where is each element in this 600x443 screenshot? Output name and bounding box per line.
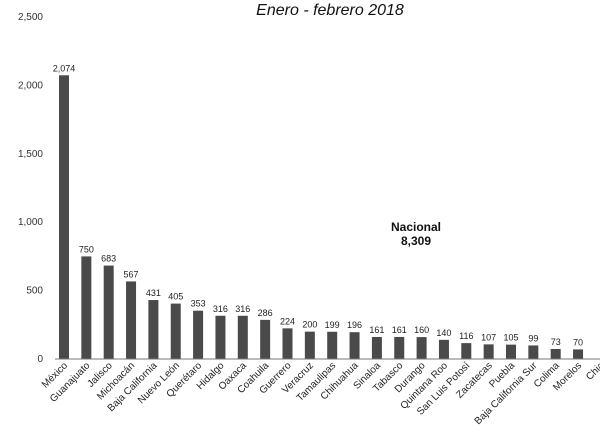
bar bbox=[416, 337, 427, 359]
bar-value-label: 73 bbox=[551, 337, 561, 347]
bar-value-label: 286 bbox=[258, 308, 273, 318]
y-tick-label: 2,000 bbox=[18, 80, 43, 91]
bar bbox=[193, 310, 204, 359]
bar-value-label: 105 bbox=[503, 333, 518, 343]
bar bbox=[282, 328, 293, 359]
y-tick-label: 2,500 bbox=[18, 12, 43, 23]
bar-value-label: 316 bbox=[213, 304, 228, 314]
bar bbox=[528, 345, 539, 359]
y-tick-label: 1,000 bbox=[18, 217, 43, 228]
bar bbox=[371, 336, 382, 359]
bar-value-label: 196 bbox=[347, 320, 362, 330]
y-tick-label: 1,500 bbox=[18, 149, 43, 160]
bar-value-label: 2,074 bbox=[53, 63, 76, 73]
bar-value-label: 160 bbox=[414, 325, 429, 335]
bar-value-label: 199 bbox=[325, 320, 340, 330]
bar-value-label: 353 bbox=[191, 299, 206, 309]
bar bbox=[438, 339, 449, 359]
bar bbox=[59, 75, 69, 360]
bar bbox=[126, 281, 137, 359]
bar bbox=[327, 331, 338, 359]
annotation-value: 8,309 bbox=[400, 234, 432, 248]
bar bbox=[483, 344, 494, 359]
value-labels: 2,074 750 683 567 431 405 353 316 316 286 224 200 19… bbox=[53, 63, 583, 347]
bar-value-label: 750 bbox=[79, 244, 94, 254]
bar bbox=[81, 256, 92, 359]
bar bbox=[260, 319, 271, 359]
bar-value-label: 200 bbox=[302, 320, 317, 330]
x-tick-label: Chia bbox=[584, 360, 600, 383]
bar-value-label: 99 bbox=[528, 333, 538, 343]
bar-value-label: 140 bbox=[436, 328, 451, 338]
bar-value-label: 161 bbox=[392, 325, 407, 335]
y-axis: 0 500 1,000 1,500 2,000 2,500 bbox=[18, 12, 43, 365]
bar bbox=[573, 349, 584, 359]
bar bbox=[550, 349, 561, 359]
bar-value-label: 567 bbox=[124, 269, 139, 279]
national-total-annotation: Nacional 8,309 bbox=[366, 220, 466, 248]
bar-value-label: 683 bbox=[101, 254, 116, 264]
bar bbox=[461, 343, 472, 359]
chart-subtitle: Enero - febrero 2018 bbox=[256, 2, 404, 19]
bar-value-label: 70 bbox=[573, 337, 583, 347]
y-tick-label: 500 bbox=[26, 286, 43, 297]
bar-value-label: 431 bbox=[146, 288, 161, 298]
bar-value-label: 224 bbox=[280, 316, 295, 326]
bar-value-label: 116 bbox=[459, 331, 473, 341]
bar-value-label: 107 bbox=[481, 332, 496, 342]
bar-value-label: 316 bbox=[235, 304, 250, 314]
y-tick-label: 0 bbox=[37, 354, 43, 365]
bar bbox=[394, 336, 405, 359]
bar bbox=[237, 315, 248, 359]
annotation-label: Nacional bbox=[390, 220, 441, 234]
bars bbox=[59, 75, 584, 360]
bar bbox=[148, 300, 159, 359]
bar bbox=[304, 331, 315, 359]
bar bbox=[506, 344, 516, 359]
bar bbox=[170, 303, 181, 359]
bar-value-label: 405 bbox=[168, 292, 183, 302]
bar-value-label: 161 bbox=[369, 325, 384, 335]
bar bbox=[103, 265, 114, 359]
bar bbox=[215, 315, 226, 359]
bar bbox=[349, 332, 360, 359]
